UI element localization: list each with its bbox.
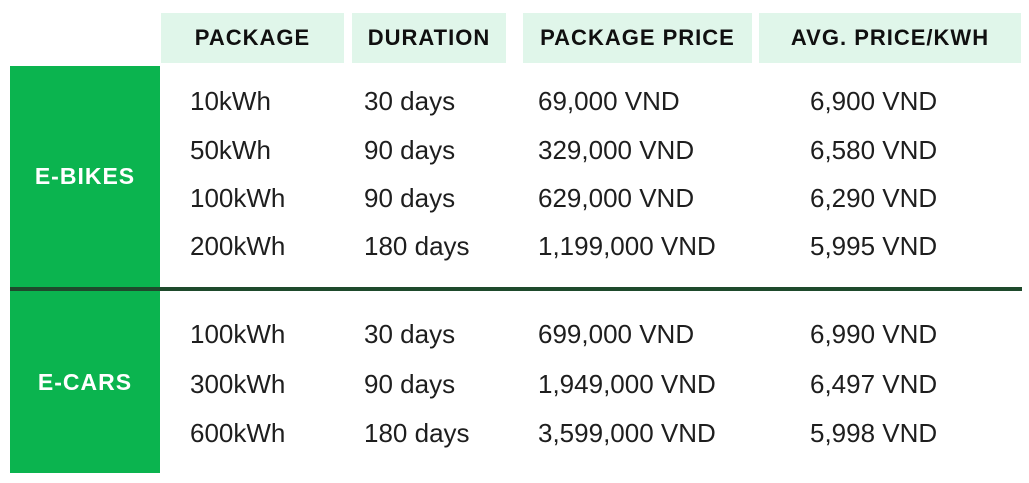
column-header-package-price: PACKAGE PRICE [523, 13, 752, 63]
price-cell: 1,949,000 VND [538, 368, 716, 399]
section-divider [10, 287, 1022, 291]
avg-price-cell: 6,290 VND [810, 182, 938, 213]
duration-cell: 90 days [364, 182, 456, 213]
table-row: 600kWh 180 days 3,599,000 VND 5,998 VND [0, 409, 1029, 457]
table-row: 10kWh 30 days 69,000 VND 6,900 VND [0, 77, 1029, 125]
table-row: 100kWh 30 days 699,000 VND 6,990 VND [0, 310, 1029, 358]
package-cell: 300kWh [190, 368, 286, 399]
column-header-package: PACKAGE [161, 13, 344, 63]
avg-price-cell: 5,998 VND [810, 417, 938, 448]
price-cell: 1,199,000 VND [538, 230, 716, 261]
duration-cell: 30 days [364, 318, 456, 349]
duration-cell: 180 days [364, 230, 470, 261]
package-cell: 100kWh [190, 318, 286, 349]
table-row: 300kWh 90 days 1,949,000 VND 6,497 VND [0, 360, 1029, 408]
group-label-ebikes: E-BIKES [34, 163, 136, 189]
package-cell: 200kWh [190, 230, 286, 261]
duration-cell: 180 days [364, 417, 470, 448]
table-row: 50kWh 90 days 329,000 VND 6,580 VND [0, 126, 1029, 174]
package-cell: 600kWh [190, 417, 286, 448]
package-cell: 10kWh [190, 85, 271, 116]
avg-price-cell: 5,995 VND [810, 230, 938, 261]
duration-cell: 90 days [364, 368, 456, 399]
price-cell: 699,000 VND [538, 318, 695, 349]
avg-price-cell: 6,990 VND [810, 318, 938, 349]
package-cell: 50kWh [190, 134, 271, 165]
group-label-ecars: E-CARS [37, 368, 133, 395]
duration-cell: 30 days [364, 85, 456, 116]
price-cell: 3,599,000 VND [538, 417, 716, 448]
package-cell: 100kWh [190, 182, 286, 213]
price-cell: 629,000 VND [538, 182, 695, 213]
avg-price-cell: 6,900 VND [810, 85, 938, 116]
price-cell: 329,000 VND [538, 134, 695, 165]
group-column-background [10, 66, 160, 473]
price-cell: 69,000 VND [538, 85, 680, 116]
table-row: 100kWh 90 days 629,000 VND 6,290 VND [0, 174, 1029, 222]
avg-price-cell: 6,497 VND [810, 368, 938, 399]
column-header-duration: DURATION [352, 13, 506, 63]
table-row: 200kWh 180 days 1,199,000 VND 5,995 VND [0, 222, 1029, 270]
duration-cell: 90 days [364, 134, 456, 165]
column-header-avg-price-kwh: AVG. PRICE/KWH [759, 13, 1021, 63]
avg-price-cell: 6,580 VND [810, 134, 938, 165]
